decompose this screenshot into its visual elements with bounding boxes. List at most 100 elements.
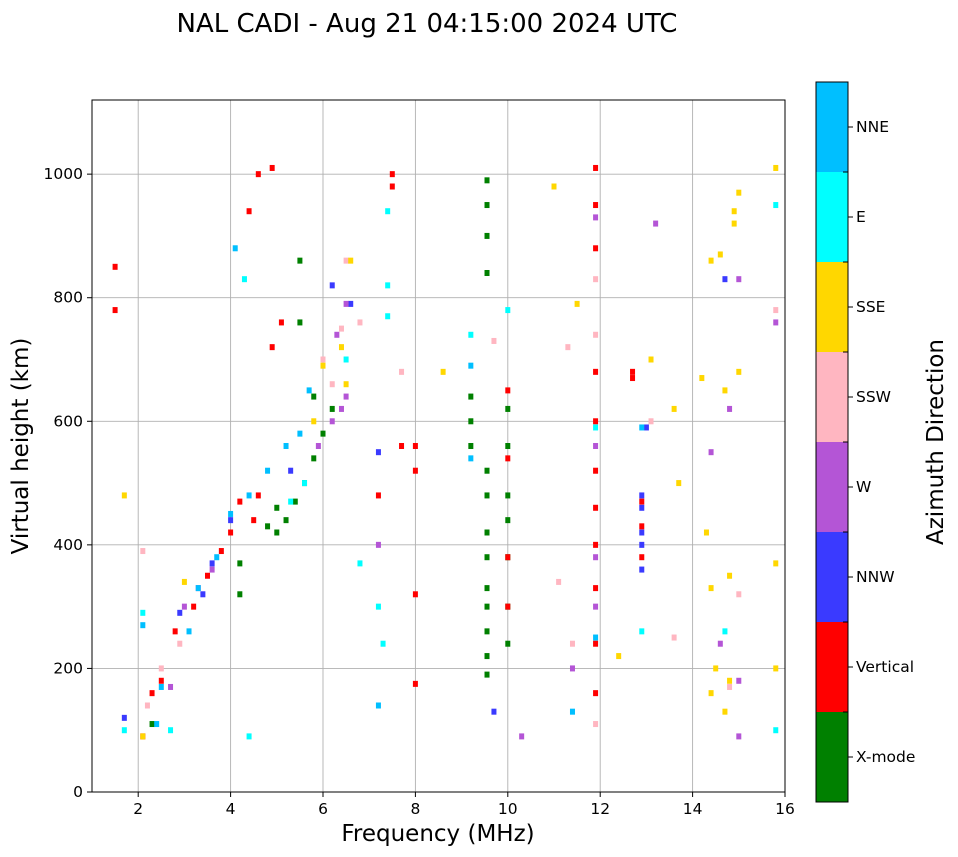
data-point — [343, 393, 349, 400]
data-point — [200, 591, 206, 598]
data-point — [717, 640, 723, 647]
data-point — [484, 232, 490, 239]
data-point — [283, 517, 289, 524]
data-point — [736, 591, 742, 598]
colorbar-segment — [816, 532, 848, 622]
series-nnw — [121, 276, 728, 721]
colorbar: X-mode Vertical NNW W SSW SSE E NNE — [816, 82, 915, 802]
data-point — [177, 609, 183, 616]
colorbar-tick-label: E — [856, 208, 866, 226]
data-point — [334, 331, 340, 338]
chart-title: NAL CADI - Aug 21 04:15:00 2024 UTC — [177, 9, 678, 39]
data-point — [218, 548, 224, 555]
y-axis-label: Virtual height (km) — [8, 338, 34, 555]
data-point — [505, 307, 511, 314]
data-point — [708, 585, 714, 592]
series-ssw — [140, 257, 779, 728]
data-point — [491, 708, 497, 715]
data-point — [736, 276, 742, 283]
data-point — [297, 257, 303, 264]
data-point — [484, 653, 490, 660]
x-tick-label: 16 — [775, 800, 795, 818]
series-sse — [121, 164, 779, 740]
data-point — [343, 300, 349, 307]
y-tick-label: 0 — [73, 783, 83, 801]
colorbar-label: Azimuth Direction — [923, 339, 949, 545]
y-tick-label: 600 — [53, 412, 83, 430]
data-point — [375, 702, 381, 709]
data-point — [551, 183, 557, 190]
data-point — [505, 492, 511, 499]
plot-frame — [91, 99, 786, 793]
data-point — [140, 733, 146, 740]
data-point — [177, 640, 183, 647]
data-point — [241, 276, 247, 283]
data-point — [255, 492, 261, 499]
data-point — [773, 164, 779, 171]
data-point — [278, 319, 284, 326]
data-point — [191, 603, 197, 610]
data-point — [505, 455, 511, 462]
data-point — [315, 443, 321, 449]
data-point — [214, 554, 220, 561]
data-point — [653, 220, 659, 227]
data-point — [505, 554, 511, 561]
data-point — [648, 418, 654, 425]
series-nne — [140, 245, 645, 728]
colorbar-tick-label: SSE — [856, 298, 885, 316]
data-point — [713, 665, 719, 672]
x-tick-label: 12 — [590, 800, 610, 818]
data-point — [186, 628, 192, 635]
data-point — [643, 424, 649, 431]
data-point — [593, 554, 599, 561]
data-point — [357, 319, 363, 326]
data-point — [630, 375, 636, 382]
colorbar-tick-label: SSW — [856, 388, 891, 406]
data-point — [484, 202, 490, 209]
data-point — [593, 721, 599, 728]
data-point — [484, 554, 490, 561]
x-axis-label: Frequency (MHz) — [341, 821, 534, 847]
data-point — [468, 331, 474, 338]
data-point — [329, 282, 335, 289]
y-tick-label: 200 — [53, 659, 83, 677]
data-point — [676, 480, 682, 487]
data-point — [468, 443, 474, 449]
data-point — [505, 640, 511, 647]
data-point — [228, 510, 234, 517]
data-point — [265, 523, 271, 530]
data-point — [140, 548, 146, 555]
colorbar-segment — [816, 172, 848, 262]
data-point — [348, 257, 354, 264]
data-point — [412, 467, 418, 474]
data-point — [269, 164, 275, 171]
data-point — [121, 492, 127, 499]
data-point — [140, 609, 146, 616]
data-point — [717, 251, 723, 258]
data-point — [736, 733, 742, 740]
data-point — [385, 282, 391, 289]
data-point — [380, 640, 386, 647]
data-point — [639, 541, 645, 548]
data-point — [269, 344, 275, 351]
colorbar-tick-label: NNW — [856, 568, 895, 586]
x-tick-label: 8 — [410, 800, 420, 818]
data-point — [195, 585, 201, 592]
data-point — [320, 430, 326, 437]
data-point — [320, 356, 326, 363]
data-point — [736, 677, 742, 684]
data-point — [311, 418, 317, 425]
data-point — [569, 708, 575, 715]
data-point — [484, 628, 490, 635]
data-point — [773, 665, 779, 672]
data-point — [727, 677, 733, 684]
data-point — [389, 183, 395, 190]
data-point — [348, 300, 354, 307]
data-point — [639, 492, 645, 499]
data-point — [181, 603, 187, 610]
data-point — [375, 492, 381, 499]
data-point — [722, 387, 728, 394]
data-point — [246, 208, 252, 215]
data-point — [329, 418, 335, 425]
data-point — [505, 443, 511, 449]
